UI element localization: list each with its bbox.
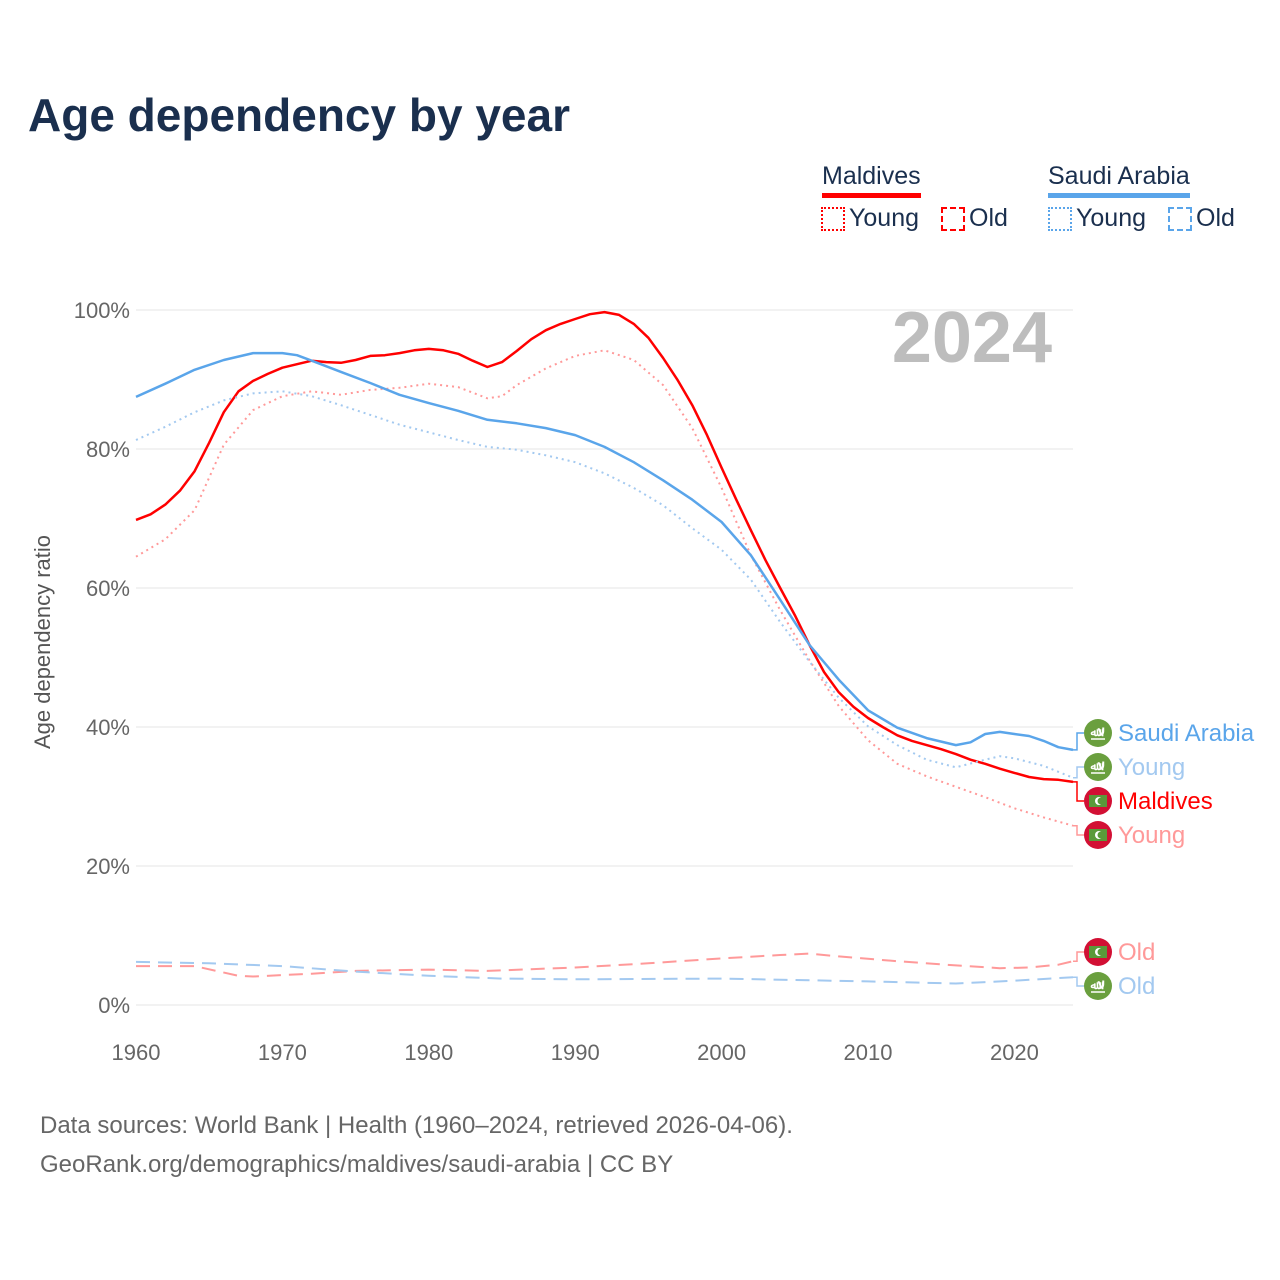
chart-title: Age dependency by year — [28, 89, 570, 141]
flag-circle — [1084, 719, 1112, 747]
y-tick-label: 80% — [86, 437, 130, 462]
y-axis-label: Age dependency ratio — [30, 535, 55, 749]
y-tick-label: 60% — [86, 576, 130, 601]
crescent-cut — [1097, 831, 1105, 839]
y-tick-label: 20% — [86, 854, 130, 879]
dotted-swatch-icon — [821, 206, 845, 231]
x-tick-label: 2020 — [990, 1040, 1039, 1065]
legend-label: Young — [1076, 204, 1146, 232]
x-tick-label: 2010 — [844, 1040, 893, 1065]
crescent-cut — [1097, 797, 1105, 805]
footer: Data sources: World Bank | Health (1960–… — [40, 1106, 793, 1184]
flag-circle — [1084, 753, 1112, 781]
end-label: Old — [1118, 973, 1155, 1000]
x-tick-label: 1980 — [404, 1040, 453, 1065]
series-line-saudi-arabia-young — [135, 390, 1074, 779]
maldives-flag-icon — [1084, 787, 1112, 815]
legend-saudi-arabia[interactable]: Saudi Arabia — [1048, 162, 1190, 198]
legend-maldives[interactable]: Maldives — [822, 162, 921, 198]
flag-script: ﻻ‌ﷲ — [1091, 727, 1106, 739]
maldives-flag-icon — [1084, 938, 1112, 966]
legend-label: Old — [1196, 204, 1235, 232]
label-connector — [1073, 976, 1084, 987]
dashed-swatch-icon — [941, 206, 965, 231]
legend-saudi-old[interactable]: Old — [1168, 204, 1235, 233]
legend-maldives-old[interactable]: Old — [941, 204, 1008, 233]
dotted-swatch-icon — [1048, 206, 1072, 231]
legend-maldives-young[interactable]: Young — [821, 204, 919, 233]
y-tick-label: 100% — [74, 298, 130, 323]
label-connector — [1073, 951, 1084, 962]
end-label: Saudi Arabia — [1118, 720, 1255, 747]
maldives-flag-icon — [1084, 821, 1112, 849]
series-line-maldives-old — [136, 952, 1074, 978]
x-tick-label: 1970 — [258, 1040, 307, 1065]
attribution-link[interactable]: GeoRank.org/demographics/maldives/saudi-… — [40, 1151, 674, 1178]
saudi-arabia-flag-icon: ﻻ‌ﷲ — [1084, 719, 1112, 747]
saudi-arabia-flag-icon: ﻻ‌ﷲ — [1084, 753, 1112, 781]
flag-script: ﻻ‌ﷲ — [1091, 761, 1106, 773]
x-tick-label: 2000 — [697, 1040, 746, 1065]
end-label: Young — [1118, 822, 1185, 849]
end-label: Young — [1118, 754, 1185, 781]
label-connector — [1073, 824, 1084, 836]
series-line-maldives-young — [135, 349, 1074, 827]
label-connector — [1073, 732, 1084, 751]
flag-script: ﻻ‌ﷲ — [1091, 980, 1106, 992]
crescent-cut — [1097, 948, 1105, 956]
x-tick-label: 1990 — [551, 1040, 600, 1065]
series-line-saudi-arabia — [135, 351, 1074, 752]
data-source: Data sources: World Bank | Health (1960–… — [40, 1112, 793, 1139]
flag-circle — [1084, 972, 1112, 1000]
series-line-maldives — [135, 310, 1074, 784]
series-line-saudi-arabia-old — [135, 960, 1074, 985]
label-connector — [1073, 766, 1084, 779]
label-connector — [1073, 781, 1084, 802]
end-label: Old — [1118, 939, 1155, 966]
year-watermark: 2024 — [892, 298, 1052, 378]
dashed-swatch-icon — [1168, 206, 1192, 231]
saudi-arabia-flag-icon: ﻻ‌ﷲ — [1084, 972, 1112, 1000]
legend-label: Young — [849, 204, 919, 232]
legend-label: Old — [969, 204, 1008, 232]
y-tick-label: 40% — [86, 715, 130, 740]
y-tick-label: 0% — [98, 993, 130, 1018]
end-label: Maldives — [1118, 788, 1213, 815]
x-tick-label: 1960 — [112, 1040, 161, 1065]
legend-saudi-young[interactable]: Young — [1048, 204, 1146, 233]
